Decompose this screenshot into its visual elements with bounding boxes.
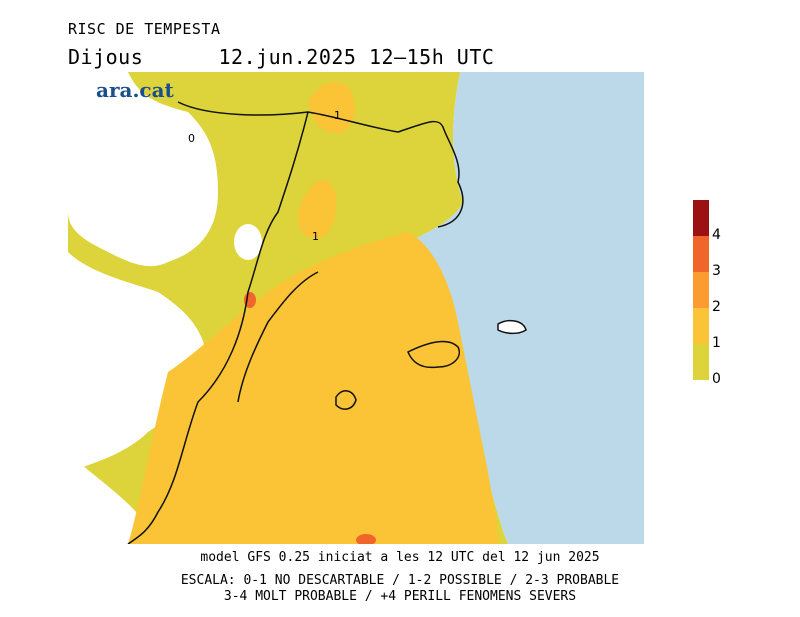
risk-zone-level-1: [297, 180, 337, 239]
legend-label-0: 0: [712, 371, 721, 387]
border-line: [237, 271, 319, 403]
forecast-period: Dijous 12.jun.2025 12–15h UTC: [68, 45, 494, 69]
island-outline: [407, 340, 460, 369]
no-data-patch: [68, 252, 208, 472]
forecast-date-range: 12.jun.2025 12–15h UTC: [218, 45, 495, 69]
legend-label-4: 4: [712, 227, 721, 243]
map-title: RISC DE TEMPESTA: [68, 20, 221, 38]
legend-label-1: 1: [712, 335, 721, 351]
risk-zone-level-2: [356, 534, 376, 544]
legend-swatch-0: [693, 344, 709, 380]
model-info-line: model GFS 0.25 iniciat a les 12 UTC del …: [200, 550, 600, 565]
island-outline: [335, 390, 357, 410]
storm-risk-map: 0 1 1: [68, 72, 644, 544]
scale-description-line-1: ESCALA: 0-1 NO DESCARTABLE / 1-2 POSSIBL…: [180, 573, 620, 588]
border-line: [177, 101, 464, 228]
legend-label-2: 2: [712, 299, 721, 315]
risk-zone-level-1: [128, 232, 498, 544]
contour-label: 1: [312, 230, 319, 243]
contour-label: 0: [188, 132, 195, 145]
no-data-patch: [68, 72, 218, 267]
contour-label: 1: [334, 109, 341, 122]
risk-color-scale: [693, 200, 709, 380]
sea-area: [398, 72, 644, 544]
legend-swatch-2: [693, 272, 709, 308]
legend-swatch-4: [693, 200, 709, 236]
forecast-day: Dijous: [68, 45, 144, 69]
no-data-patch: [234, 224, 262, 260]
map-canvas: 0 1 1: [68, 72, 644, 544]
border-line: [127, 111, 309, 544]
island-outline: [497, 319, 527, 335]
ara-cat-logo: ara.cat: [96, 78, 174, 102]
legend-label-3: 3: [712, 263, 721, 279]
scale-description-line-2: 3-4 MOLT PROBABLE / +4 PERILL FENOMENS S…: [223, 589, 577, 604]
legend-swatch-1: [693, 308, 709, 344]
legend-swatch-3: [693, 236, 709, 272]
risk-zone-level-1: [308, 82, 355, 134]
